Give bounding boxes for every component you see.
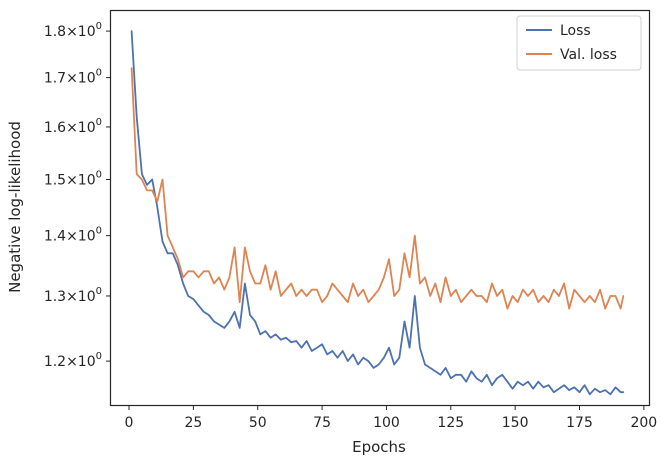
y-tick-label: 1.3×100 bbox=[44, 286, 102, 305]
y-tick-label: 1.6×100 bbox=[44, 117, 102, 136]
y-tick-label: 1.4×100 bbox=[44, 226, 102, 245]
line-val-loss bbox=[130, 67, 625, 310]
legend-label-val-loss: Val. loss bbox=[560, 47, 617, 63]
plot-lines bbox=[130, 30, 625, 396]
x-tick-label: 175 bbox=[566, 415, 593, 431]
x-tick-label: 150 bbox=[502, 415, 529, 431]
x-tick-label: 125 bbox=[437, 415, 464, 431]
line-loss bbox=[130, 30, 625, 396]
y-tick-label: 1.5×100 bbox=[44, 169, 102, 188]
x-axis-label: Epochs bbox=[352, 438, 406, 456]
x-tick-label: 25 bbox=[184, 415, 202, 431]
x-tick-label: 100 bbox=[373, 415, 400, 431]
x-ticks: 0 25 50 75 100 125 150 175 200 bbox=[125, 405, 657, 431]
x-tick-label: 50 bbox=[249, 415, 267, 431]
legend: Loss Val. loss bbox=[516, 15, 642, 71]
x-tick-label: 0 bbox=[125, 415, 134, 431]
y-tick-label: 1.7×100 bbox=[44, 68, 102, 87]
y-axis-label: Negative log-likelihood bbox=[6, 121, 24, 293]
x-tick-label: 75 bbox=[313, 415, 331, 431]
legend-label-loss: Loss bbox=[560, 23, 591, 39]
x-axis: 0 25 50 75 100 125 150 175 200 Epochs bbox=[125, 405, 657, 456]
plot-frame bbox=[109, 9, 651, 407]
y-axis: 1.2×100 1.3×100 1.4×100 1.5×100 1.6×100 1.7×1… bbox=[6, 21, 111, 370]
y-ticks: 1.2×100 1.3×100 1.4×100 1.5×100 1.6×100 1.7×1… bbox=[44, 21, 111, 370]
x-tick-label: 200 bbox=[630, 415, 657, 431]
y-tick-label: 1.8×100 bbox=[44, 21, 102, 40]
y-tick-label: 1.2×100 bbox=[44, 351, 102, 370]
